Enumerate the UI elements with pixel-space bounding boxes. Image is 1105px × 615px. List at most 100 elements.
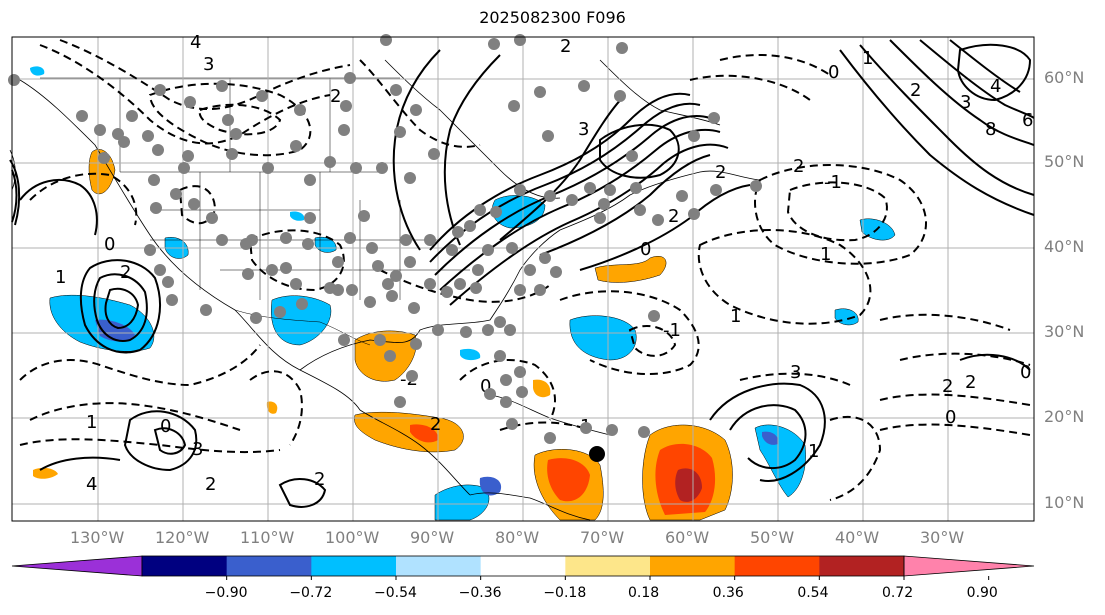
station-dot bbox=[226, 148, 238, 160]
colorbar-outline bbox=[141, 555, 905, 577]
station-dot bbox=[474, 204, 486, 216]
station-dot bbox=[534, 284, 546, 296]
colorbar-segment bbox=[650, 556, 736, 576]
station-dot bbox=[410, 104, 422, 116]
colorbar-tick-label: −0.18 bbox=[543, 585, 587, 601]
station-dot bbox=[374, 334, 386, 346]
station-dot bbox=[222, 114, 234, 126]
station-dot bbox=[182, 150, 194, 162]
station-dot bbox=[488, 38, 500, 50]
station-dot bbox=[544, 432, 556, 444]
station-dot bbox=[606, 424, 618, 436]
station-dot bbox=[344, 72, 356, 84]
station-dot bbox=[364, 296, 376, 308]
station-dot bbox=[688, 130, 700, 142]
station-dot bbox=[366, 242, 378, 254]
station-dot bbox=[500, 396, 512, 408]
colorbar-tick-label: −0.72 bbox=[289, 585, 333, 601]
station-dot bbox=[98, 152, 110, 164]
contour-label: 3 bbox=[960, 92, 971, 113]
station-dot bbox=[626, 150, 638, 162]
station-dot bbox=[634, 204, 646, 216]
station-dot bbox=[324, 156, 336, 168]
longitude-label: 30°W bbox=[920, 528, 965, 547]
contour-label: 8 bbox=[985, 119, 996, 140]
colorbar bbox=[11, 555, 1035, 580]
station-dot bbox=[184, 96, 196, 108]
contour-label: 1 bbox=[862, 48, 873, 69]
political-borders bbox=[40, 77, 470, 346]
station-dot bbox=[566, 194, 578, 206]
contour-label: 2 bbox=[715, 162, 726, 183]
station-dot bbox=[230, 128, 242, 140]
station-dot bbox=[482, 244, 494, 256]
contour-label: 2 bbox=[205, 474, 216, 495]
station-dot bbox=[424, 234, 436, 246]
station-dot bbox=[266, 264, 278, 276]
station-dot bbox=[290, 278, 302, 290]
longitude-label: 80°W bbox=[495, 528, 540, 547]
station-dot bbox=[446, 244, 458, 256]
station-dot bbox=[508, 100, 520, 112]
storm-center-marker bbox=[589, 446, 605, 462]
station-dot bbox=[534, 86, 546, 98]
contour-label: 3 bbox=[192, 439, 203, 460]
station-dot bbox=[584, 182, 596, 194]
latitude-label: 60°N bbox=[1044, 68, 1085, 87]
station-dot bbox=[126, 110, 138, 122]
station-dot bbox=[290, 140, 302, 152]
colorbar-segment bbox=[819, 556, 905, 576]
colorbar-segment bbox=[311, 556, 397, 576]
longitude-label: 60°W bbox=[665, 528, 710, 547]
station-dot bbox=[484, 388, 496, 400]
station-dot bbox=[200, 304, 212, 316]
station-dot bbox=[506, 418, 518, 430]
station-dot bbox=[154, 264, 166, 276]
contour-label: 0 bbox=[1020, 362, 1031, 383]
contour-label: -1 bbox=[663, 320, 681, 341]
station-dot bbox=[638, 426, 650, 438]
station-dot bbox=[630, 182, 642, 194]
station-dot bbox=[262, 162, 274, 174]
station-dot bbox=[482, 324, 494, 336]
contour-label: 1 bbox=[808, 441, 819, 462]
station-dot bbox=[578, 80, 590, 92]
colorbar-tick-label: 0.54 bbox=[797, 585, 829, 601]
station-dot bbox=[274, 306, 286, 318]
latitude-label: 30°N bbox=[1044, 322, 1085, 341]
station-dot bbox=[616, 42, 628, 54]
longitude-label: 50°W bbox=[750, 528, 795, 547]
station-dot bbox=[514, 366, 526, 378]
contour-label: -1 bbox=[824, 172, 842, 193]
station-dot bbox=[142, 130, 154, 142]
station-dot bbox=[516, 386, 528, 398]
station-dot bbox=[424, 278, 436, 290]
station-dot bbox=[384, 350, 396, 362]
station-dot bbox=[380, 34, 392, 46]
station-dot bbox=[614, 90, 626, 102]
contour-label: 2 bbox=[120, 262, 131, 283]
station-dot bbox=[344, 232, 356, 244]
station-dot bbox=[406, 370, 418, 382]
station-dot bbox=[408, 302, 420, 314]
station-dot bbox=[404, 256, 416, 268]
station-dot bbox=[472, 264, 484, 276]
colorbar-tick-label: −0.36 bbox=[458, 585, 502, 601]
contour-label: 4 bbox=[86, 474, 97, 495]
contour-label: 2 bbox=[560, 36, 571, 57]
station-dot bbox=[404, 172, 416, 184]
station-dot bbox=[410, 338, 422, 350]
longitude-label: 40°W bbox=[835, 528, 880, 547]
colorbar-segment bbox=[480, 556, 566, 576]
station-dot bbox=[296, 298, 308, 310]
station-dot bbox=[240, 238, 252, 250]
station-dot bbox=[688, 208, 700, 220]
station-dot bbox=[372, 260, 384, 272]
station-dot bbox=[604, 184, 616, 196]
longitude-label: 70°W bbox=[580, 528, 625, 547]
contour-label: 2 bbox=[942, 376, 953, 397]
contour-label: 1 bbox=[55, 267, 66, 288]
latitude-label: 10°N bbox=[1044, 493, 1085, 512]
contour-label: 0 bbox=[945, 407, 956, 428]
station-dot bbox=[340, 100, 352, 112]
